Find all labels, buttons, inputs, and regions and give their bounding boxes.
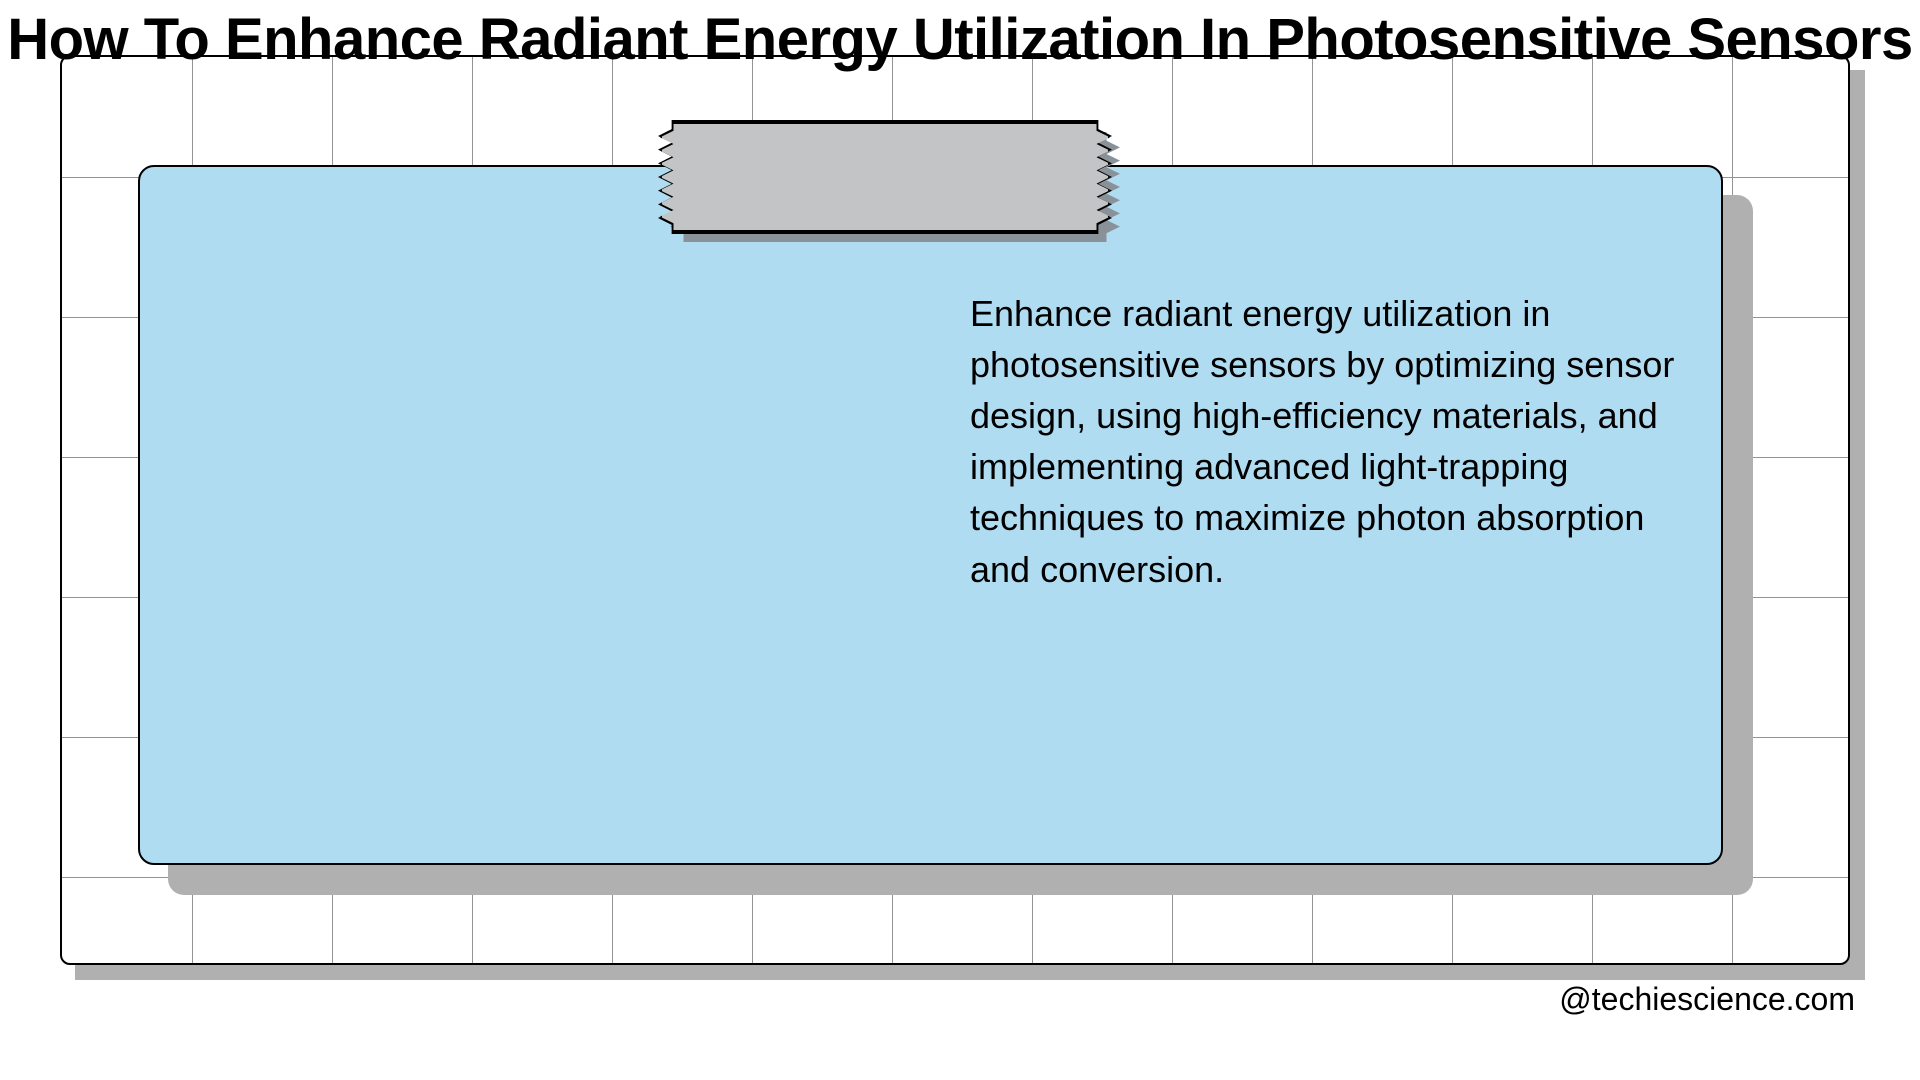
page-title: How To Enhance Radiant Energy Utilizatio…	[0, 8, 1920, 72]
attribution: @techiescience.com	[1559, 981, 1855, 1018]
tape-decoration	[660, 122, 1110, 232]
body-text: Enhance radiant energy utilization in ph…	[970, 288, 1710, 595]
